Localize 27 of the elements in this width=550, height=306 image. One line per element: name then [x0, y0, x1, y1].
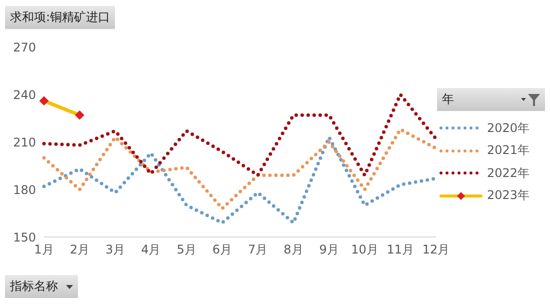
line-series [42, 136, 438, 224]
legend-label: 2022年 [487, 164, 530, 182]
x-tick-label: 10月 [351, 242, 378, 257]
x-tick-label: 11月 [386, 242, 414, 257]
x-axis-title: 指标名称 [5, 275, 78, 298]
x-tick-label: 9月 [319, 242, 339, 257]
y-tick-label: 270 [13, 40, 36, 54]
legend-label: 2023年 [487, 187, 530, 204]
x-tick-label: 1月 [34, 242, 54, 257]
x-tick-label: 12月 [422, 242, 450, 257]
x-tick-label: 5月 [176, 242, 196, 257]
legend-label: 2021年 [487, 142, 530, 160]
x-tick-label: 6月 [212, 242, 232, 257]
legend-title: 年 [442, 91, 454, 108]
legend-label: 2020年 [487, 120, 530, 137]
x-tick-label: 7月 [248, 242, 268, 257]
line-series [42, 128, 438, 210]
y-tick-label: 210 [13, 135, 36, 150]
y-tick-label: 240 [13, 88, 36, 102]
x-tick-label: 8月 [284, 242, 304, 257]
x-tick-label: 3月 [105, 242, 126, 257]
x-tick-label: 4月 [141, 242, 161, 257]
y-tick-label: 150 [13, 230, 36, 244]
y-tick-label: 180 [13, 182, 36, 197]
x-tick-label: 2月 [70, 242, 90, 257]
line-series [42, 92, 438, 177]
chart-title: 求和项:铜精矿进口 [5, 6, 116, 29]
